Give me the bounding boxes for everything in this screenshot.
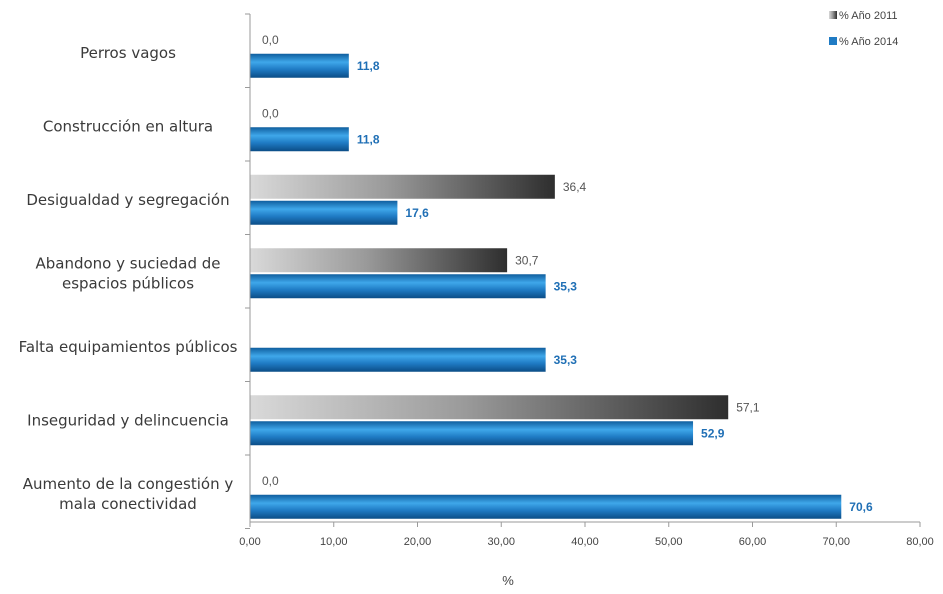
category-label: espacios públicos: [62, 274, 194, 292]
bar-2014: [250, 347, 546, 372]
legend: % Año 2011 % Año 2014: [829, 10, 898, 48]
category-label: mala conectividad: [59, 495, 197, 513]
x-tick-label: 50,00: [655, 536, 683, 548]
x-tick-label: 80,00: [906, 536, 934, 548]
x-tick-label: 30,00: [487, 536, 515, 548]
data-label: 11,8: [357, 132, 380, 146]
bar-2011: [250, 395, 729, 420]
data-label: 0,0: [262, 106, 279, 120]
bar-2014: [250, 53, 349, 78]
x-axis: 0,00 10,00 20,00 30,00 40,00 50,00 60,00 70,00 8…: [239, 13, 934, 588]
x-axis-title: %: [502, 573, 514, 588]
category-label: Desigualdad y segregación: [26, 191, 229, 209]
bar-2014: [250, 127, 349, 152]
x-tick-label: 40,00: [571, 536, 599, 548]
data-label: 35,3: [554, 279, 578, 293]
category-label: Abandono y suciedad de: [36, 254, 221, 272]
data-label: 70,6: [849, 500, 873, 514]
legend-swatch-2014: [829, 37, 837, 45]
data-label: 30,7: [515, 253, 539, 267]
data-label: 57,1: [736, 400, 760, 414]
legend-swatch-2011: [829, 11, 837, 19]
category-label: Perros vagos: [80, 44, 176, 62]
bar-2014: [250, 274, 546, 299]
bar-2011: [250, 174, 555, 199]
legend-label: % Año 2011: [839, 10, 898, 22]
data-label: 17,6: [405, 206, 429, 220]
category-label: Inseguridad y delincuencia: [27, 411, 229, 429]
category-label: Aumento de la congestión y: [23, 475, 234, 493]
data-label: 52,9: [701, 426, 725, 440]
x-tick-label: 70,00: [822, 536, 850, 548]
labels-layer: Perros vagos 0,0 11,8 Construcción en altur…: [19, 33, 873, 514]
data-label: 36,4: [563, 180, 587, 194]
data-label: 0,0: [262, 474, 279, 488]
category-label: Falta equipamientos públicos: [19, 338, 238, 356]
x-tick-label: 0,00: [239, 536, 260, 548]
legend-label: % Año 2014: [839, 36, 898, 48]
bar-2014: [250, 421, 694, 446]
x-tick-label: 10,00: [320, 536, 348, 548]
data-label: 11,8: [357, 59, 380, 73]
x-tick-label: 20,00: [404, 536, 432, 548]
bar-2011: [250, 248, 508, 273]
category-label: Construcción en altura: [43, 117, 213, 135]
data-label: 35,3: [554, 353, 578, 367]
bars-layer: [250, 53, 842, 519]
data-label: 0,0: [262, 33, 279, 47]
bar-2014: [250, 200, 398, 225]
bar-2014: [250, 494, 842, 519]
x-tick-label: 60,00: [739, 536, 767, 548]
